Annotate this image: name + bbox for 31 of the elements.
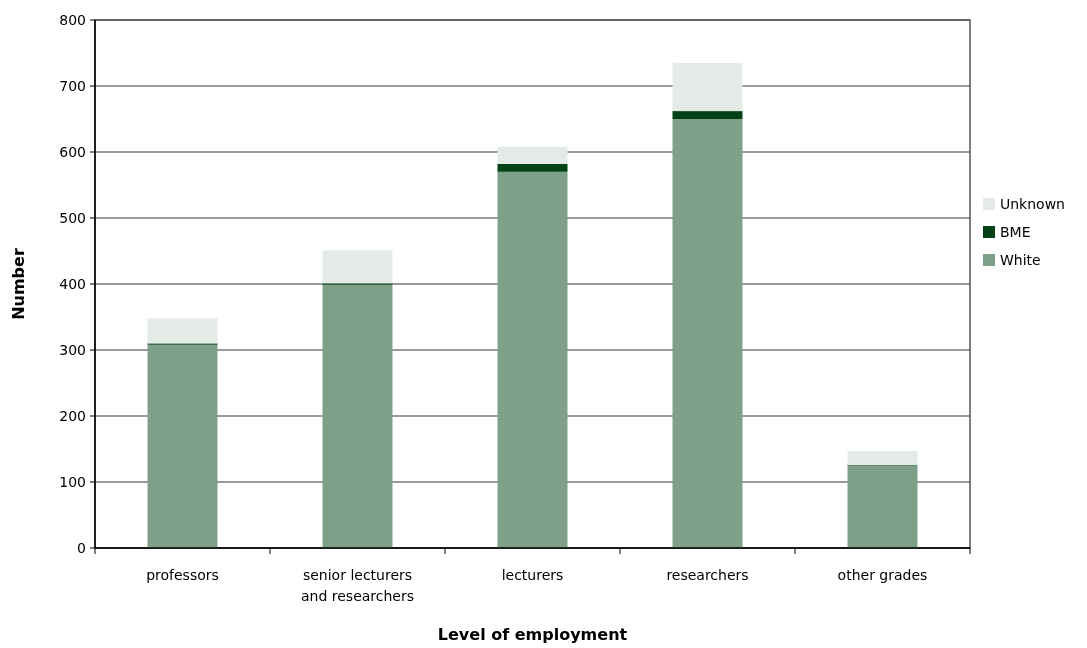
- y-tick-label: 700: [59, 77, 86, 94]
- y-tick-label: 600: [59, 143, 86, 160]
- y-tick-label: 0: [77, 539, 86, 556]
- x-tick-label: lecturers: [501, 567, 564, 583]
- y-tick-label: 200: [59, 407, 86, 424]
- legend-label: White: [1000, 251, 1041, 268]
- y-tick-label: 800: [59, 11, 86, 28]
- bar: [322, 284, 393, 548]
- legend-label: BME: [1000, 223, 1031, 240]
- bar: [497, 171, 568, 548]
- x-tick-label: other grades: [837, 567, 928, 583]
- legend-label: Unknown: [1000, 195, 1065, 212]
- x-tick-label: professors: [146, 567, 219, 583]
- bar: [847, 465, 918, 548]
- bar: [322, 250, 393, 284]
- bar: [672, 62, 743, 112]
- y-tick-label: 400: [59, 275, 86, 292]
- y-axis-title: Number: [9, 248, 28, 320]
- bar: [847, 450, 918, 465]
- bar: [147, 318, 218, 344]
- bar: [147, 344, 218, 548]
- y-tick-label: 100: [59, 473, 86, 490]
- x-tick-label: researchers: [666, 567, 749, 583]
- bar: [497, 163, 568, 172]
- bar: [672, 111, 743, 119]
- x-axis-title: Level of employment: [437, 625, 628, 644]
- y-tick-label: 300: [59, 341, 86, 358]
- bar: [672, 119, 743, 548]
- y-tick-label: 500: [59, 209, 86, 226]
- x-tick-label: senior lecturers and researchers: [300, 567, 415, 604]
- bar: [497, 146, 568, 164]
